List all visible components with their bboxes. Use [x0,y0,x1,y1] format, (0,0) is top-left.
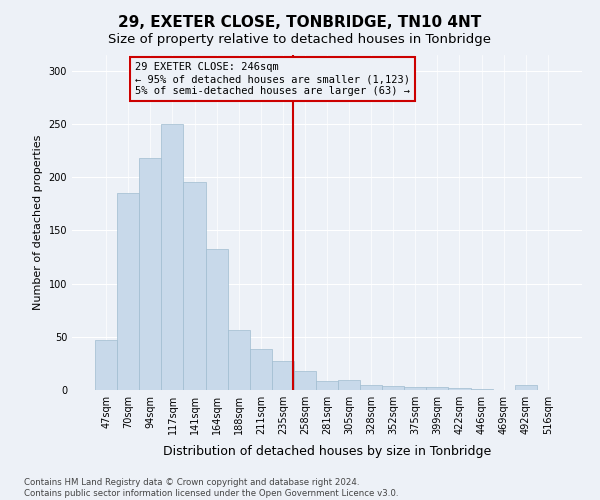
Bar [272,362,294,390]
Bar [184,182,206,390]
Text: Contains HM Land Registry data © Crown copyright and database right 2024.
Contai: Contains HM Land Registry data © Crown c… [24,478,398,498]
Bar [117,194,139,390]
Bar [427,387,448,390]
Bar [360,384,382,390]
Bar [448,388,470,390]
Bar [161,124,184,390]
Text: Size of property relative to detached houses in Tonbridge: Size of property relative to detached ho… [109,32,491,46]
X-axis label: Distribution of detached houses by size in Tonbridge: Distribution of detached houses by size … [163,446,491,458]
Bar [470,389,493,390]
Bar [382,386,404,390]
Bar [515,384,537,390]
Text: 29, EXETER CLOSE, TONBRIDGE, TN10 4NT: 29, EXETER CLOSE, TONBRIDGE, TN10 4NT [118,15,482,30]
Bar [250,348,272,390]
Bar [338,380,360,390]
Bar [206,248,227,390]
Bar [227,330,250,390]
Y-axis label: Number of detached properties: Number of detached properties [33,135,43,310]
Bar [139,158,161,390]
Bar [95,340,117,390]
Bar [404,387,427,390]
Bar [294,371,316,390]
Text: 29 EXETER CLOSE: 246sqm
← 95% of detached houses are smaller (1,123)
5% of semi-: 29 EXETER CLOSE: 246sqm ← 95% of detache… [135,62,410,96]
Bar [316,382,338,390]
